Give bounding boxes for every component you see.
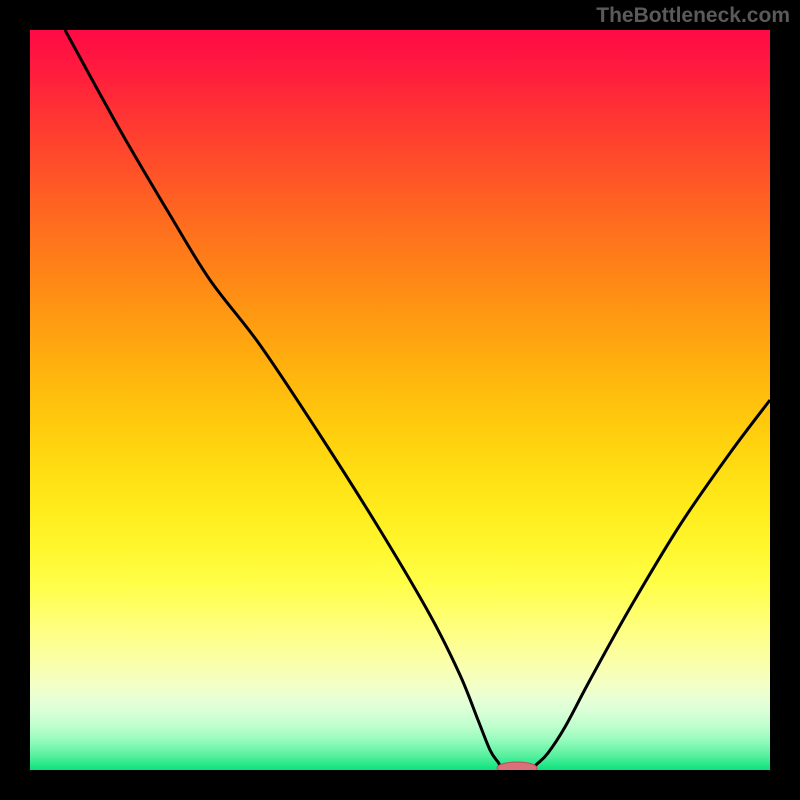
bottleneck-chart: TheBottleneck.com [0, 0, 800, 800]
border-bottom [0, 770, 800, 800]
plot-background [30, 30, 770, 770]
border-left [0, 0, 30, 800]
watermark-text: TheBottleneck.com [596, 4, 790, 28]
chart-svg [0, 0, 800, 800]
border-right [770, 0, 800, 800]
